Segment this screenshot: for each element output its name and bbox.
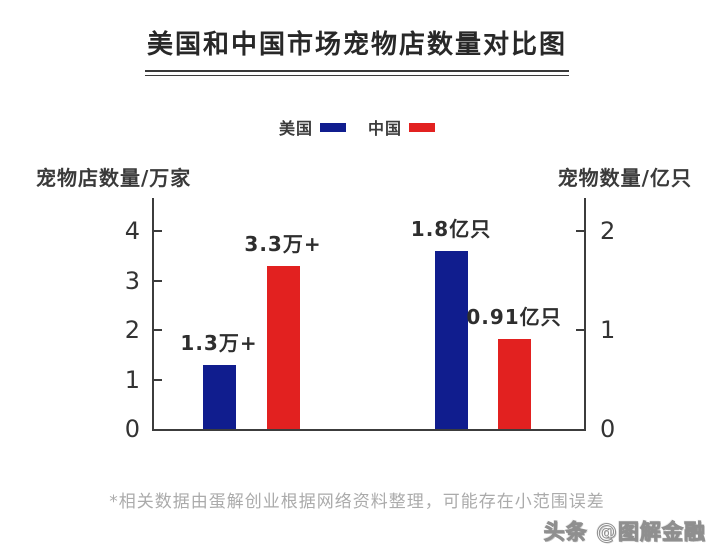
left-axis-tick-mark xyxy=(154,329,162,331)
left-axis-tick-label: 2 xyxy=(124,316,140,344)
right-axis-title: 宠物数量/亿只 xyxy=(557,166,692,190)
bar-cn-petstores xyxy=(267,266,300,429)
cn-legend-swatch xyxy=(409,122,436,132)
right-axis-tick-label: 1 xyxy=(600,316,616,344)
bar-us-petstores xyxy=(203,365,236,429)
left-axis-tick-label: 1 xyxy=(124,365,140,394)
left-axis-tick-label: 0 xyxy=(124,415,140,443)
bar-cn-petcount xyxy=(498,339,531,429)
bar-cn-petstores-value-label: 3.3万+ xyxy=(244,232,322,256)
left-axis-tick-label: 3 xyxy=(124,266,140,295)
legend-label-us: 美国 xyxy=(278,119,313,138)
bar-cn-petcount-value-label: 0.91亿只 xyxy=(466,305,562,329)
bar-us-petcount-value-label: 1.8亿只 xyxy=(410,217,492,241)
bar-us-petcount xyxy=(435,251,468,429)
left-axis-tick-mark xyxy=(154,230,162,232)
title-underline xyxy=(145,70,569,76)
plot-area: 1.3万+ 3.3万+ 1.8亿只 0.91亿只 xyxy=(152,198,586,431)
legend-label-cn: 中国 xyxy=(368,119,403,138)
us-legend-swatch xyxy=(320,122,346,132)
right-axis-tick-mark xyxy=(576,230,584,232)
right-axis-tick-label: 2 xyxy=(600,217,616,245)
chart-region: 1.3万+ 3.3万+ 1.8亿只 0.91亿只 0 1 2 3 4 0 1 2 xyxy=(0,198,714,448)
title-block: 美国和中国市场宠物店数量对比图 xyxy=(0,24,714,76)
legend: 美国 中国 xyxy=(0,115,714,139)
left-axis-tick-mark xyxy=(154,279,162,282)
left-axis-title: 宠物店数量/万家 xyxy=(36,166,192,190)
legend-item-us: 美国 xyxy=(279,115,346,139)
bar-us-petstores-value-label: 1.3万+ xyxy=(180,331,258,355)
footer-note: *相关数据由蛋解创业根据网络资料整理，可能存在小范围误差 xyxy=(109,492,605,512)
watermark: 头条 @图解金融 xyxy=(543,520,706,545)
legend-item-cn: 中国 xyxy=(368,115,436,139)
left-axis-tick-label: 4 xyxy=(124,217,140,245)
right-axis-tick-mark xyxy=(576,329,584,331)
right-axis-tick-label: 0 xyxy=(600,415,616,443)
page-title: 美国和中国市场宠物店数量对比图 xyxy=(146,30,567,60)
left-axis-tick-mark xyxy=(154,378,162,381)
